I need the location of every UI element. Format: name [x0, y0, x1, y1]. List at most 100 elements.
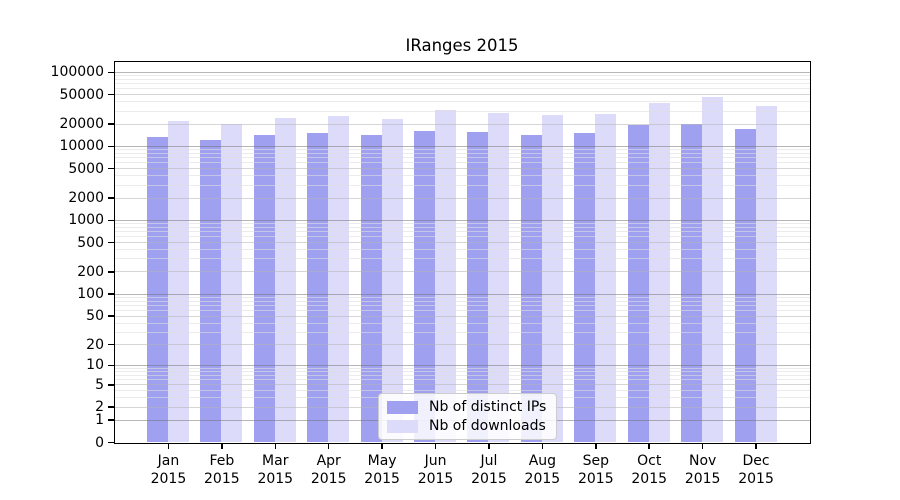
gridline-5000 [114, 168, 810, 170]
legend-item-downloads: Nb of downloads [387, 418, 546, 434]
y-tick-label-2: 2 [95, 399, 104, 416]
gridline-70000 [114, 83, 810, 85]
y-tick-label-0: 0 [95, 434, 104, 451]
y-tick-label-5: 5 [95, 376, 104, 393]
gridline-70 [114, 304, 810, 306]
y-tick-label-200: 200 [77, 263, 104, 280]
bar-distinct-ips-jul [467, 132, 489, 442]
legend-label-downloads: Nb of downloads [429, 418, 546, 434]
bar-downloads-apr [328, 115, 350, 442]
bar-downloads-aug [541, 114, 563, 442]
gridline-60 [114, 309, 810, 311]
gridline-60000 [114, 88, 810, 90]
gridline-10 [114, 364, 810, 366]
x-tick-label-nov: Nov 2015 [684, 452, 721, 487]
x-tick-mark-sep [595, 444, 597, 449]
x-tick-label-aug: Aug 2015 [524, 452, 561, 487]
gridline-10000 [114, 145, 810, 147]
plot-area [113, 60, 811, 444]
y-tick-mark-10 [107, 364, 114, 367]
x-tick-mark-aug [541, 444, 544, 449]
x-tick-label-jun: Jun 2015 [417, 452, 454, 487]
bar-distinct-ips-sep [574, 133, 596, 442]
bar-downloads-jun [435, 110, 457, 442]
gridline-20000 [114, 123, 810, 125]
x-tick-mark-dec [755, 444, 757, 449]
y-tick-mark-20000 [107, 123, 114, 125]
gridline-30 [114, 331, 810, 333]
x-tick-mark-feb [221, 444, 223, 449]
legend-swatch-downloads [387, 419, 418, 433]
gridline-200 [114, 271, 810, 273]
gridline-7000 [114, 157, 810, 159]
y-tick-mark-1 [107, 419, 114, 421]
legend-swatch-distinct-ips [387, 400, 418, 414]
gridline-400 [114, 249, 810, 251]
bar-downloads-jul [488, 112, 510, 442]
y-tick-mark-100 [107, 293, 114, 295]
gridline-700 [114, 231, 810, 233]
gridline-4 [114, 390, 810, 392]
y-tick-label-50000: 50000 [59, 86, 104, 103]
y-tick-mark-50000 [107, 93, 114, 96]
legend-item-distinct-ips: Nb of distinct IPs [387, 399, 546, 415]
y-tick-mark-100000 [107, 71, 114, 74]
y-tick-mark-0 [107, 441, 114, 444]
bar-distinct-ips-jun [414, 130, 436, 442]
gridline-800 [114, 227, 810, 228]
gridline-9000 [114, 149, 810, 151]
gridline-6 [114, 379, 810, 381]
y-tick-label-1000: 1000 [68, 212, 104, 229]
x-tick-label-mar: Mar 2015 [257, 452, 294, 487]
gridline-50 [114, 315, 810, 317]
gridline-7 [114, 375, 810, 377]
y-tick-mark-50 [107, 315, 114, 317]
chart-title: IRanges 2015 [405, 36, 519, 55]
gridline-50000 [114, 94, 810, 96]
y-tick-label-50: 50 [86, 308, 104, 325]
bar-downloads-sep [595, 113, 617, 442]
y-tick-label-10: 10 [86, 357, 104, 374]
y-tick-label-10000: 10000 [59, 138, 104, 155]
y-tick-mark-2000 [107, 197, 114, 199]
bar-downloads-may [381, 118, 403, 442]
x-tick-label-dec: Dec 2015 [738, 452, 774, 487]
bar-distinct-ips-oct [627, 124, 649, 442]
x-tick-mark-nov [701, 444, 704, 449]
gridline-30000 [114, 110, 810, 112]
gridline-900 [114, 223, 810, 225]
bar-downloads-nov [702, 97, 724, 442]
x-tick-mark-may [381, 444, 383, 449]
bar-downloads-dec [755, 106, 777, 442]
y-tick-label-1: 1 [95, 412, 104, 429]
x-tick-label-feb: Feb 2015 [204, 452, 240, 487]
x-tick-label-apr: Apr 2015 [310, 452, 347, 487]
bar-distinct-ips-nov [681, 124, 703, 442]
y-tick-mark-200 [107, 271, 114, 273]
gridline-300 [114, 258, 810, 260]
gridline-80 [114, 300, 810, 302]
x-tick-label-may: May 2015 [364, 452, 400, 487]
y-tick-mark-1000 [107, 219, 114, 222]
x-tick-label-jan: Jan 2015 [150, 452, 187, 487]
bar-distinct-ips-feb [200, 139, 222, 442]
y-tick-label-100000: 100000 [50, 64, 104, 81]
bar-downloads-jan [167, 120, 189, 442]
grid-layer [114, 62, 810, 444]
x-tick-mark-mar [274, 444, 277, 449]
gridline-20 [114, 344, 810, 346]
y-tick-label-500: 500 [77, 234, 104, 251]
legend-label-distinct-ips: Nb of distinct IPs [429, 399, 547, 415]
gridline-3000 [114, 184, 810, 186]
bar-distinct-ips-dec [734, 128, 756, 442]
y-tick-mark-5000 [107, 167, 114, 170]
gridline-6000 [114, 162, 810, 164]
gridline-500 [114, 242, 810, 244]
y-tick-mark-500 [107, 241, 114, 244]
gridline-40 [114, 322, 810, 324]
bars-layer [115, 62, 811, 444]
y-tick-label-5000: 5000 [68, 160, 104, 177]
x-tick-label-oct: Oct 2015 [631, 452, 668, 487]
y-tick-mark-10000 [107, 145, 114, 148]
gridline-100 [114, 293, 810, 295]
